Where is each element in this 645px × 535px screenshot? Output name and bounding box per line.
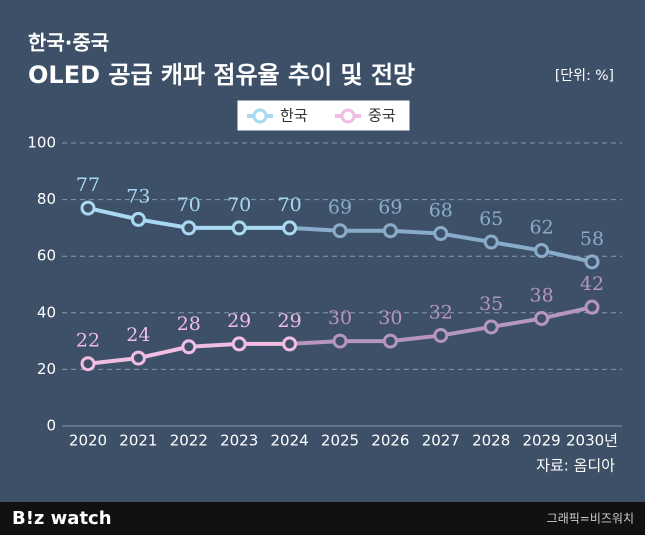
x-tick-label: 2026: [371, 432, 409, 450]
legend-label: 중국: [368, 107, 396, 125]
legend-marker: [252, 108, 268, 124]
marker: [231, 220, 247, 236]
data-label: 70: [278, 194, 302, 216]
data-label: 70: [177, 194, 201, 216]
marker: [332, 333, 348, 349]
data-label: 30: [328, 307, 352, 329]
x-tick-label: 2023: [220, 432, 258, 450]
y-tick-label: 20: [37, 360, 56, 378]
legend-label: 한국: [280, 107, 308, 125]
marker: [130, 350, 146, 366]
marker: [584, 299, 600, 315]
source: 자료: 옴디아: [536, 457, 615, 475]
data-label: 70: [227, 194, 251, 216]
x-tick-label: 2025: [321, 432, 359, 450]
marker: [433, 226, 449, 242]
y-tick-label: 100: [27, 134, 56, 152]
credit: 그래픽=비즈워치: [547, 512, 634, 526]
marker: [80, 200, 96, 216]
x-tick-label: 2021: [119, 432, 157, 450]
data-label: 62: [530, 217, 554, 239]
logo: B!z watch: [12, 508, 112, 529]
data-label: 65: [479, 208, 503, 230]
marker: [80, 356, 96, 372]
marker: [534, 243, 550, 259]
y-tick-label: 0: [46, 417, 56, 435]
data-label: 29: [227, 310, 251, 332]
marker: [332, 223, 348, 239]
data-label: 69: [328, 197, 352, 219]
y-tick-label: 80: [37, 190, 56, 208]
data-label: 38: [530, 284, 554, 306]
marker: [181, 339, 197, 355]
marker: [282, 220, 298, 236]
data-label: 73: [126, 185, 150, 207]
footer-bar: [0, 502, 645, 535]
x-tick-label: 2024: [271, 432, 309, 450]
marker: [534, 310, 550, 326]
marker: [584, 254, 600, 270]
marker: [382, 333, 398, 349]
legend-marker: [340, 108, 356, 124]
x-tick-label: 2020: [69, 432, 107, 450]
x-tick-label: 2028: [472, 432, 510, 450]
chart-title: OLED 공급 캐파 점유율 추이 및 전망: [28, 61, 415, 89]
data-label: 42: [580, 273, 604, 295]
data-label: 69: [378, 197, 402, 219]
x-tick-label: 2029: [523, 432, 561, 450]
marker: [130, 211, 146, 227]
marker: [433, 327, 449, 343]
data-label: 35: [479, 293, 503, 315]
data-label: 77: [76, 174, 100, 196]
x-tick-label: 2030년: [566, 432, 618, 450]
marker: [483, 319, 499, 335]
data-label: 22: [76, 330, 100, 352]
marker: [382, 223, 398, 239]
marker: [181, 220, 197, 236]
data-label: 24: [126, 324, 150, 346]
data-label: 29: [278, 310, 302, 332]
unit-label: [단위: %]: [555, 68, 614, 84]
data-label: 58: [580, 228, 604, 250]
marker: [282, 336, 298, 352]
data-label: 28: [177, 313, 201, 335]
marker: [231, 336, 247, 352]
data-label: 30: [378, 307, 402, 329]
y-tick-label: 60: [37, 247, 56, 265]
data-label: 32: [429, 301, 453, 323]
chart-subtitle: 한국·중국: [28, 31, 109, 55]
data-label: 68: [429, 200, 453, 222]
y-tick-label: 40: [37, 303, 56, 321]
x-tick-label: 2027: [422, 432, 460, 450]
x-tick-label: 2022: [170, 432, 208, 450]
marker: [483, 234, 499, 250]
